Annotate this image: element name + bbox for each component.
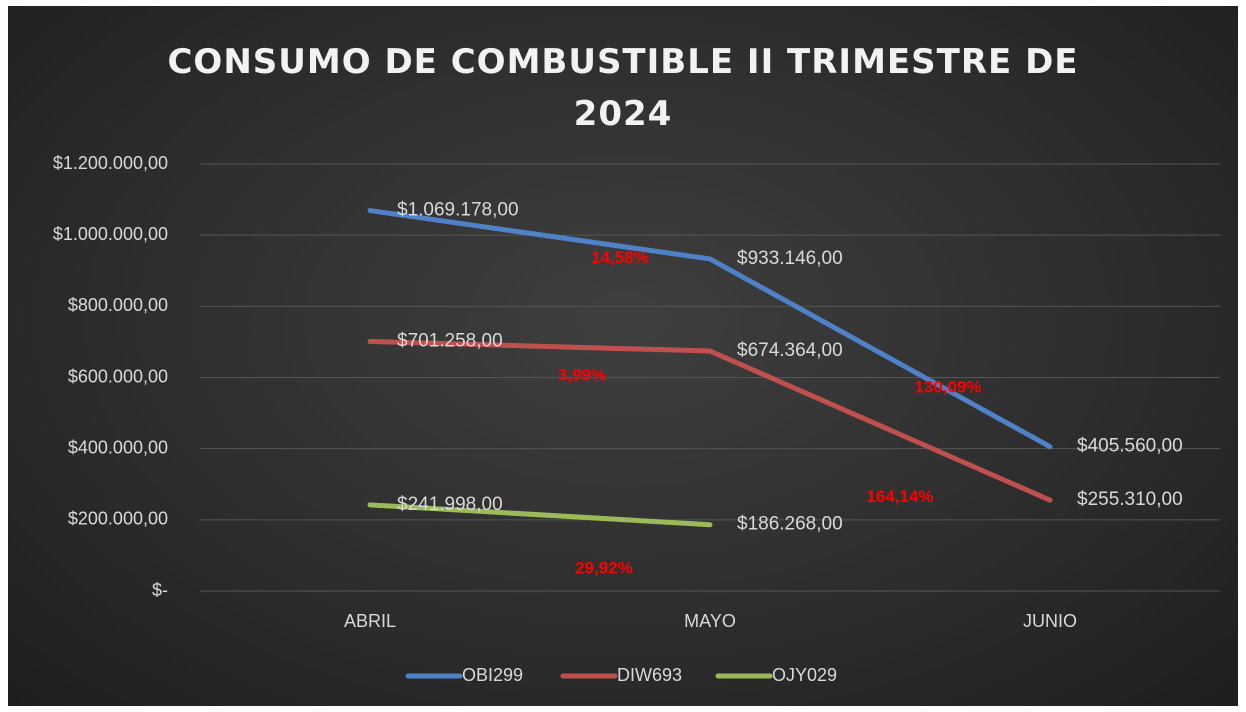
data-label: $255.310,00 <box>1077 489 1183 510</box>
series-line <box>367 338 1053 503</box>
series-line <box>367 208 1053 450</box>
y-tick-label: $600.000,00 <box>68 366 168 386</box>
y-tick-label: $- <box>152 580 168 600</box>
x-tick-label: MAYO <box>684 611 736 631</box>
chart-area: $- $200.000,00 $400.000,00 $600.000,00 $800.… <box>8 6 1238 706</box>
y-tick-label: $200.000,00 <box>68 509 168 529</box>
legend-label: OJY029 <box>772 665 837 685</box>
change-label: 14,58% <box>591 248 649 267</box>
data-label: $1.069.178,00 <box>397 200 519 221</box>
y-tick-label: $400.000,00 <box>68 437 168 457</box>
chart-title: CONSUMO DE COMBUSTIBLE II TRIMESTRE DE 2… <box>167 42 1079 134</box>
legend-label: DIW693 <box>617 665 682 685</box>
data-label: $701.258,00 <box>397 330 503 351</box>
chart: $- $200.000,00 $400.000,00 $600.000,00 $800.… <box>53 153 1220 685</box>
data-label: $933.146,00 <box>737 248 843 269</box>
x-tick-label: ABRIL <box>344 611 396 631</box>
data-label: $405.560,00 <box>1077 436 1183 457</box>
data-label: $241.998,00 <box>397 494 503 515</box>
change-label: 3,99% <box>558 366 606 385</box>
x-tick-label: JUNIO <box>1023 611 1077 631</box>
data-label: $186.268,00 <box>737 514 843 535</box>
y-tick-label: $1.200.000,00 <box>53 153 168 173</box>
series-line <box>367 502 713 528</box>
change-label: 130,09% <box>914 377 981 396</box>
legend-label: OBI299 <box>462 665 523 685</box>
data-label: $674.364,00 <box>737 340 843 361</box>
change-label: 164,14% <box>866 487 933 506</box>
y-tick-label: $1.000.000,00 <box>53 224 168 244</box>
change-label: 29,92% <box>575 558 633 577</box>
y-tick-label: $800.000,00 <box>68 295 168 315</box>
